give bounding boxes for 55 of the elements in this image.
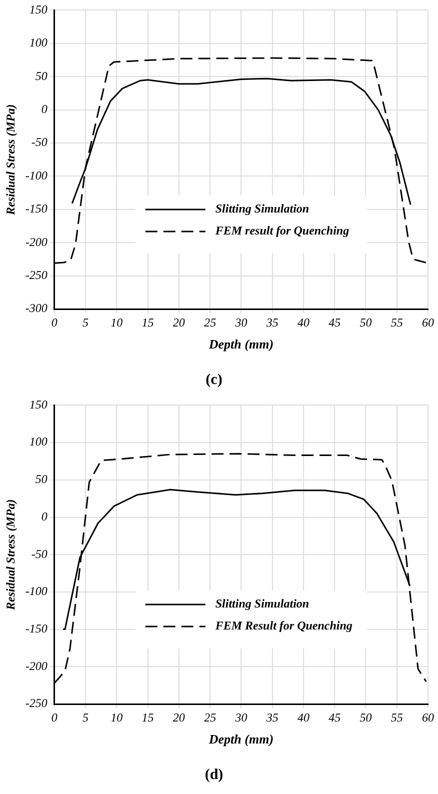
y-tick-label: 0	[41, 102, 48, 116]
y-tick-label: -250	[25, 268, 48, 282]
y-tick-label: -150	[25, 621, 48, 636]
y-tick-label: -300	[25, 301, 48, 316]
legend-label: Slitting Simulation	[215, 202, 310, 216]
x-tick-label: 50	[360, 710, 372, 724]
y-tick-label: -50	[31, 546, 48, 561]
y-tick-label: 50	[35, 472, 48, 486]
x-axis-title: Depth (mm)	[208, 336, 274, 352]
x-tick-label: 40	[297, 710, 310, 724]
x-tick-label: 60	[422, 710, 434, 724]
y-axis-title: Residual Stress (MPa)	[3, 499, 18, 611]
x-tick-label: 35	[265, 315, 278, 330]
x-tick-label: 25	[204, 315, 216, 330]
y-tick-label: -200	[25, 234, 48, 249]
y-tick-label: -150	[25, 202, 48, 216]
x-tick-label: 20	[172, 710, 185, 724]
x-tick-label: 30	[234, 710, 248, 724]
x-tick-label: 30	[234, 315, 248, 330]
x-tick-label: 5	[82, 315, 89, 330]
y-tick-label: 100	[29, 434, 48, 449]
x-tick-label: 45	[328, 710, 341, 724]
y-tick-label: 100	[29, 36, 48, 50]
y-tick-label: -250	[25, 696, 48, 710]
y-tick-label: -100	[25, 168, 48, 182]
legend-label: FEM Result for Quenching	[214, 618, 352, 633]
x-tick-label: 45	[328, 315, 341, 330]
y-tick-label: 0	[41, 509, 48, 524]
x-tick-label: 35	[265, 710, 278, 724]
x-tick-label: 10	[110, 710, 123, 724]
x-tick-label: 55	[390, 315, 403, 330]
x-tick-label: 50	[360, 315, 372, 330]
x-axis-title: Depth (mm)	[208, 732, 274, 747]
legend-label: FEM result for Quenching	[214, 224, 350, 238]
y-tick-label: -100	[25, 584, 48, 598]
x-tick-label: 10	[110, 315, 123, 330]
x-tick-label: 0	[51, 315, 58, 330]
text: (d)	[204, 766, 224, 783]
y-tick-label: -50	[31, 135, 48, 150]
x-tick-label: 15	[142, 315, 154, 330]
y-tick-label: 150	[29, 2, 48, 16]
x-tick-label: 5	[82, 710, 89, 724]
x-tick-label: 25	[204, 710, 216, 724]
y-tick-label: 50	[35, 68, 48, 83]
y-tick-label: -200	[25, 658, 48, 673]
x-tick-label: 40	[297, 315, 310, 330]
x-tick-label: 60	[422, 315, 434, 330]
text: (c)	[206, 372, 222, 388]
y-tick-label: 150	[29, 397, 48, 412]
x-tick-label: 15	[142, 710, 154, 724]
x-tick-label: 20	[172, 315, 185, 330]
x-tick-label: 0	[51, 710, 58, 724]
x-tick-label: 55	[390, 710, 403, 724]
y-axis-title: Residual Stress (MPa)	[3, 104, 18, 216]
legend-label: Slitting Simulation	[215, 596, 310, 611]
